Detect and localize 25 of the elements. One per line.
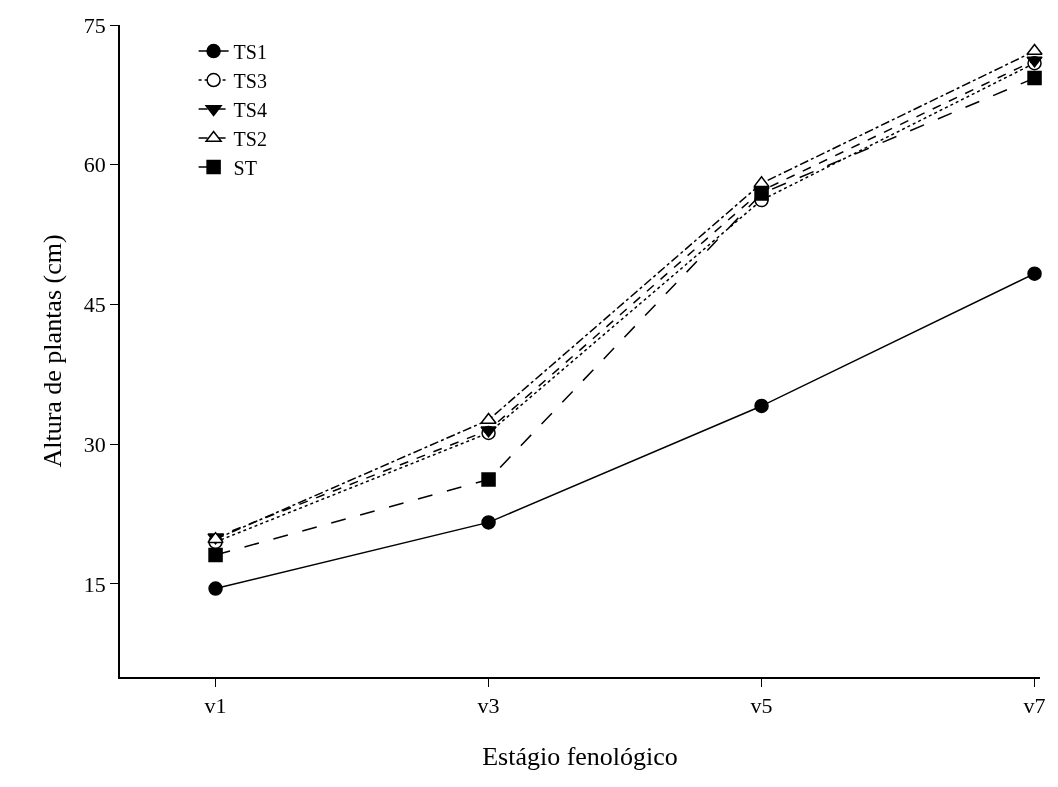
point [481,472,496,487]
legend-label: TS4 [233,98,267,121]
x-axis-title: Estágio fenológico [482,742,678,772]
point [1027,266,1042,281]
x-tick-label: v5 [750,693,773,719]
legend-label: TS3 [233,69,267,92]
point [754,398,769,414]
y-tick-label: 60 [83,152,106,178]
y-tick-label: 15 [83,571,106,597]
point [1026,43,1043,56]
x-tick-label: v7 [1023,693,1046,719]
point [481,515,496,530]
x-tick-label: v1 [204,693,227,719]
y-axis-title: Altura de plantas (cm) [37,234,67,468]
y-tick-label: 75 [83,12,106,38]
y-tick-label: 30 [83,431,106,457]
point [208,581,223,596]
x-tick-label: v3 [477,693,500,719]
legend-label: TS2 [233,127,267,150]
point [208,547,223,563]
legend-label: ST [233,156,257,179]
point [480,412,497,424]
legend-label: TS1 [233,40,267,63]
point [1027,70,1042,86]
y-tick-label: 45 [83,292,106,318]
